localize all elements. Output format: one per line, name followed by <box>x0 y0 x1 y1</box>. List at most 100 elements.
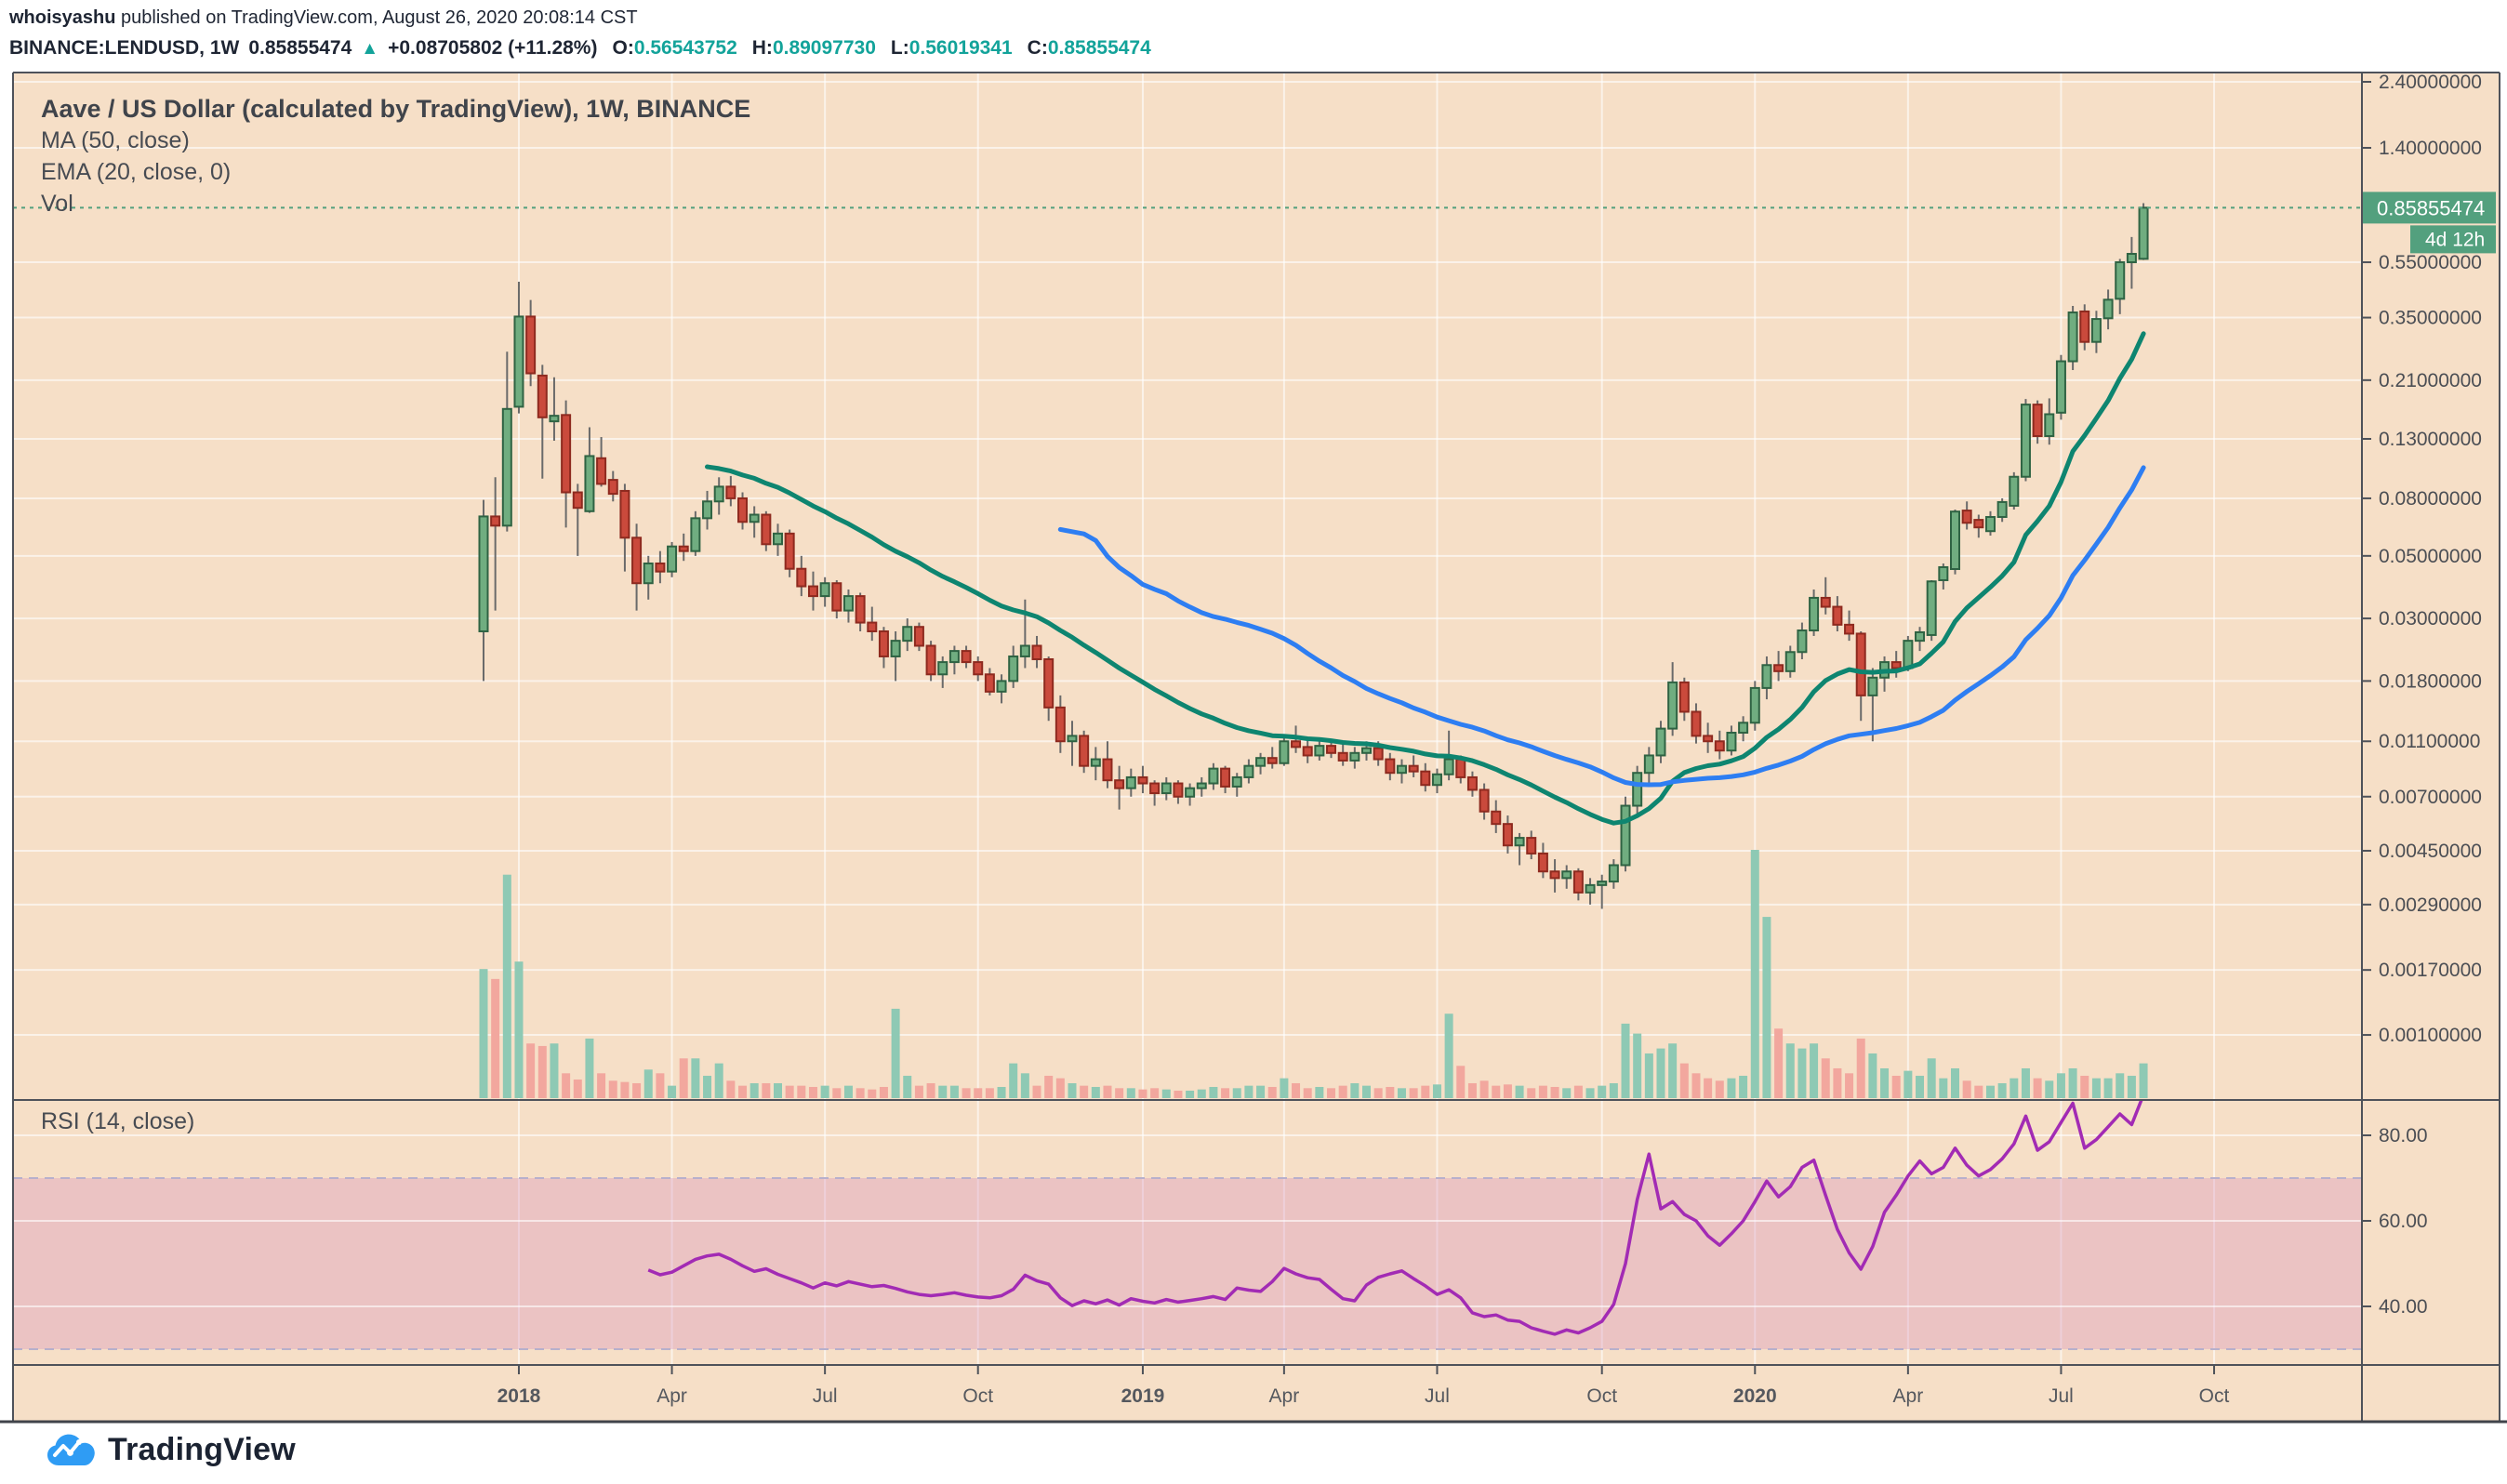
price-tick-label: 0.13000000 <box>2379 429 2482 450</box>
time-tick-label: Oct <box>2199 1385 2230 1407</box>
candle-body <box>1890 661 1902 669</box>
candle-body <box>1220 767 1231 788</box>
candle-body <box>596 457 607 485</box>
volume-bar <box>2010 1078 2019 1098</box>
volume-bar <box>1280 1078 1289 1098</box>
candle-body <box>1938 565 1949 581</box>
volume-bar <box>1927 1058 1936 1098</box>
volume-bar <box>656 1073 665 1098</box>
candle-body <box>784 532 795 570</box>
volume-bar <box>2139 1063 2148 1098</box>
volume-bar <box>2091 1078 2101 1098</box>
candle-body <box>1137 775 1148 785</box>
candle-body <box>1361 747 1372 754</box>
legend-ma50[interactable]: MA (50, close) <box>41 127 190 153</box>
price-axis[interactable]: 2.40000000 1.40000000 0.55000000 0.35000000… <box>2362 72 2482 1318</box>
candle-body <box>890 640 901 657</box>
rsi-tick-label: 80.00 <box>2379 1125 2428 1146</box>
volume-bar <box>1055 1078 1065 1098</box>
candle-body <box>1903 640 1914 669</box>
candle-body <box>678 545 689 552</box>
volume-bar <box>1962 1080 1971 1098</box>
tradingview-footer[interactable]: TradingView <box>46 1432 296 1468</box>
candle-body <box>1479 788 1490 813</box>
volume-bar <box>749 1082 759 1098</box>
candle-body <box>655 562 666 573</box>
volume-bar <box>1810 1043 1819 1098</box>
time-axis[interactable]: 2018 Apr Jul Oct 2019 Apr Jul Oct 2020 Apr Jul Oct <box>497 1365 2230 1407</box>
volume-bar <box>785 1085 794 1098</box>
candle-body <box>1466 775 1478 791</box>
candles <box>478 203 2149 909</box>
symbol-interval[interactable]: BINANCE:LENDUSD, 1W <box>9 37 240 59</box>
candle-body <box>1926 580 1937 636</box>
volume-bar <box>1444 1014 1453 1098</box>
volume-bar <box>1303 1088 1312 1098</box>
volume-bar <box>726 1080 736 1098</box>
candle-body <box>607 479 618 496</box>
rsi-panel <box>13 1134 2362 1350</box>
volume-bar <box>1267 1086 1277 1098</box>
volume-bar <box>1256 1085 1266 1098</box>
volume-bar <box>1997 1082 2007 1098</box>
candle-body <box>1797 629 1808 654</box>
candle-body <box>1597 881 1608 886</box>
volume-bar <box>1432 1084 1441 1098</box>
candle-body <box>961 650 972 664</box>
rsi-legend[interactable]: RSI (14, close) <box>41 1108 195 1134</box>
share-header: whoisyashu published on TradingView.com,… <box>9 6 638 30</box>
candle-body <box>725 485 736 499</box>
candle-body <box>1820 596 1831 608</box>
volume-bar <box>1845 1073 1854 1098</box>
volume-bar <box>2021 1067 2030 1098</box>
candle-body <box>1832 605 1843 626</box>
price-tick-label: 0.01800000 <box>2379 670 2482 692</box>
volume-bar <box>643 1069 653 1098</box>
candle-body <box>1491 810 1502 826</box>
candle-body <box>1867 676 1878 696</box>
candle-body <box>1349 751 1360 762</box>
time-tick-label: Apr <box>1269 1385 1300 1407</box>
volume-bar <box>1573 1085 1583 1098</box>
candle-body <box>2079 310 2090 343</box>
candle-body <box>1019 644 1030 657</box>
volume-bar <box>1598 1085 1607 1098</box>
candle-body <box>713 485 724 503</box>
candle-body <box>561 414 572 494</box>
volume-bar <box>1739 1075 1748 1098</box>
volume-bar <box>1515 1085 1524 1098</box>
legend-vol[interactable]: Vol <box>41 191 73 217</box>
volume-bar <box>1621 1023 1630 1098</box>
volume-bar <box>1244 1085 1254 1098</box>
volume-bar <box>1467 1082 1477 1098</box>
candle-body <box>1526 837 1537 855</box>
volume-bar <box>1691 1073 1701 1098</box>
candle-body <box>1973 519 1984 529</box>
volume-bar <box>1350 1082 1360 1098</box>
candle-body <box>819 582 830 598</box>
volume-bar <box>938 1085 948 1098</box>
candle-body <box>1585 883 1596 894</box>
price-tick-label: 0.05000000 <box>2379 546 2482 567</box>
candle-body <box>831 582 842 612</box>
tradingview-brand-text: TradingView <box>108 1432 296 1467</box>
volume-bar <box>1020 1073 1029 1098</box>
candle-body <box>1090 758 1101 767</box>
time-tick-label: 2019 <box>1121 1385 1165 1407</box>
volume-bar <box>1138 1089 1147 1098</box>
tradingview-cloud-icon <box>47 1434 95 1465</box>
volume-bar <box>1903 1070 1913 1098</box>
candle-body <box>513 315 524 408</box>
candle-body <box>1443 758 1454 775</box>
candle-body <box>1125 775 1136 789</box>
volume-bar <box>1891 1075 1901 1098</box>
candle-body <box>1267 757 1278 764</box>
candle-body <box>2115 261 2126 300</box>
candle-body <box>1961 510 1972 524</box>
volume-bar <box>2033 1078 2042 1098</box>
legend-ema20[interactable]: EMA (20, close, 0) <box>41 159 232 185</box>
candle-body <box>549 415 560 423</box>
legend-symbol-title[interactable]: Aave / US Dollar (calculated by TradingV… <box>41 95 751 123</box>
candle-body <box>1008 655 1019 682</box>
